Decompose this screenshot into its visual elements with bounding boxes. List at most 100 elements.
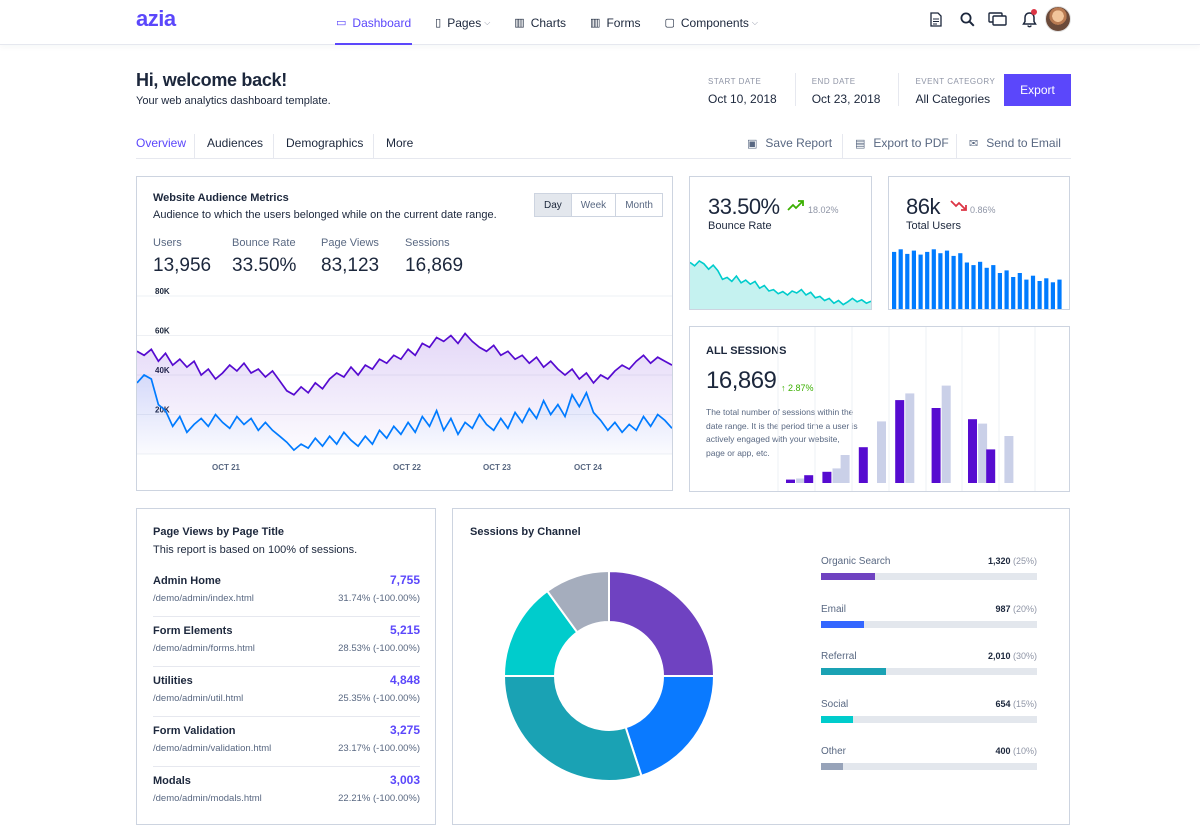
channel-value: 400 (10%)	[995, 746, 1037, 756]
action-divider	[842, 134, 843, 158]
total-users-label: Total Users	[906, 220, 962, 232]
tab-demographics[interactable]: Demographics	[286, 136, 364, 150]
export-pdf-button[interactable]: ▤ Export to PDF	[855, 136, 949, 150]
table-row[interactable]: Form Validation/demo/admin/validation.ht…	[153, 717, 420, 767]
tab-overview[interactable]: Overview	[136, 136, 187, 150]
chat-icon[interactable]	[988, 9, 1008, 29]
bar	[1030, 275, 1036, 309]
bar	[968, 419, 977, 483]
channel-pct: (30%)	[1012, 651, 1037, 661]
save-icon: ▣	[747, 137, 758, 150]
table-row[interactable]: Admin Home/demo/admin/index.html 7,755 31.…	[153, 567, 420, 617]
progress-fill	[821, 763, 843, 770]
area-line	[690, 259, 871, 306]
bar	[1017, 273, 1022, 309]
bounce-area-chart	[690, 259, 871, 309]
header-icons	[926, 8, 1050, 30]
nav-charts[interactable]: ▥ Charts	[514, 0, 566, 45]
tab-divider	[273, 134, 274, 158]
nav-dashboard[interactable]: ▭ Dashboard	[334, 0, 413, 45]
nav-components[interactable]: ▢ Components ⌵	[664, 0, 758, 45]
table-row[interactable]: Modals/demo/admin/modals.html 3,003 22.21%…	[153, 767, 420, 817]
bounce-rate-card: 33.50% 18.02% Bounce Rate	[689, 176, 872, 310]
card-title: Sessions by Channel	[470, 526, 581, 538]
bar	[822, 471, 832, 483]
page-views-pct: 28.53% (-100.00%)	[338, 643, 420, 654]
bar	[1044, 278, 1049, 309]
series-area	[137, 375, 672, 454]
total-users-change: 0.86%	[970, 205, 996, 215]
table-row[interactable]: Utilities/demo/admin/util.html 4,848 25.35…	[153, 667, 420, 717]
sessions-title: All Sessions	[706, 345, 787, 357]
metric-value: 16,869	[405, 255, 464, 276]
bounce-rate-value: 33.50%	[708, 194, 780, 219]
page-views-value: 5,215	[389, 623, 420, 637]
card-title: Page Views by Page Title	[153, 526, 285, 538]
nav-pages[interactable]: ▯ Pages ⌵	[435, 0, 490, 45]
trend-down-icon	[950, 200, 967, 211]
tab-divider	[373, 134, 374, 158]
export-pdf-label: Export to PDF	[873, 136, 949, 150]
bar	[958, 253, 963, 309]
progress-track	[821, 573, 1037, 580]
nav-forms-label: Forms	[606, 15, 641, 30]
page-views-card: Page Views by Page Title This report is …	[136, 508, 436, 825]
pdf-icon: ▤	[855, 137, 866, 150]
bell-icon[interactable]	[1019, 9, 1039, 29]
page-path-cell: /demo/admin/forms.html	[153, 643, 255, 654]
total-users-card: 86k 0.86% Total Users	[888, 176, 1070, 310]
page-path-cell: /demo/admin/validation.html	[153, 743, 272, 754]
bar	[986, 449, 996, 483]
end-date-filter[interactable]: End Date Oct 23, 2018	[812, 73, 900, 106]
metric-value: 83,123	[321, 255, 380, 276]
range-day-button[interactable]: Day	[535, 194, 572, 216]
bar	[1037, 281, 1042, 309]
save-report-button[interactable]: ▣ Save Report	[747, 136, 832, 150]
bar	[858, 447, 868, 483]
range-month-button[interactable]: Month	[616, 194, 662, 216]
tab-more[interactable]: More	[386, 136, 414, 150]
bar	[1004, 436, 1014, 483]
channel-pct: (25%)	[1012, 556, 1037, 566]
progress-fill	[821, 715, 854, 723]
sessions-change-value: 2.87%	[788, 383, 814, 393]
search-icon[interactable]	[957, 9, 977, 29]
page-views-value: 3,003	[389, 773, 420, 787]
page-views-pct: 23.17% (-100.00%)	[338, 743, 420, 754]
export-button[interactable]: Export	[1004, 74, 1071, 106]
table-row[interactable]: Form Elements/demo/admin/forms.html 5,215…	[153, 617, 420, 667]
nav-forms[interactable]: ▥ Forms	[590, 0, 640, 45]
bar-chart-icon: ▥	[514, 17, 525, 29]
logo[interactable]: azia	[136, 6, 176, 31]
tab-audiences[interactable]: Audiences	[207, 136, 264, 150]
list-item: Email 987 (20%)	[821, 604, 1037, 644]
progress-track	[821, 620, 1037, 628]
file-icon: ▯	[435, 17, 442, 29]
bar	[1024, 279, 1029, 309]
send-email-button[interactable]: ✉ Send to Email	[969, 136, 1061, 150]
start-date-filter[interactable]: Start Date Oct 10, 2018	[708, 73, 796, 106]
pie-slice	[502, 675, 643, 782]
page-title-cell: Utilities	[153, 675, 193, 687]
pie-slice	[608, 572, 716, 677]
y-tick-label: 60K	[155, 327, 170, 336]
event-category-filter[interactable]: Event Category All Categories	[915, 73, 1013, 106]
page-title-cell: Admin Home	[153, 575, 221, 587]
bar	[984, 267, 989, 309]
document-icon[interactable]	[926, 9, 946, 29]
range-week-button[interactable]: Week	[571, 194, 617, 216]
list-item: Other 400 (10%)	[821, 746, 1037, 786]
avatar[interactable]	[1045, 6, 1071, 32]
channel-count: 400	[995, 746, 1011, 756]
building-icon: ▥	[590, 17, 601, 29]
bar	[931, 408, 941, 483]
page-path-cell: /demo/admin/modals.html	[153, 793, 262, 804]
progress-track	[821, 715, 1037, 723]
window-icon: ▭	[336, 17, 347, 29]
channel-value: 987 (20%)	[995, 604, 1037, 614]
metric-bounce-rate: Bounce Rate 33.50%	[232, 237, 296, 277]
audience-metrics-card: Website Audience Metrics Audience to whi…	[136, 176, 673, 491]
metric-value: 33.50%	[232, 255, 297, 276]
metric-label: Users	[153, 237, 182, 249]
